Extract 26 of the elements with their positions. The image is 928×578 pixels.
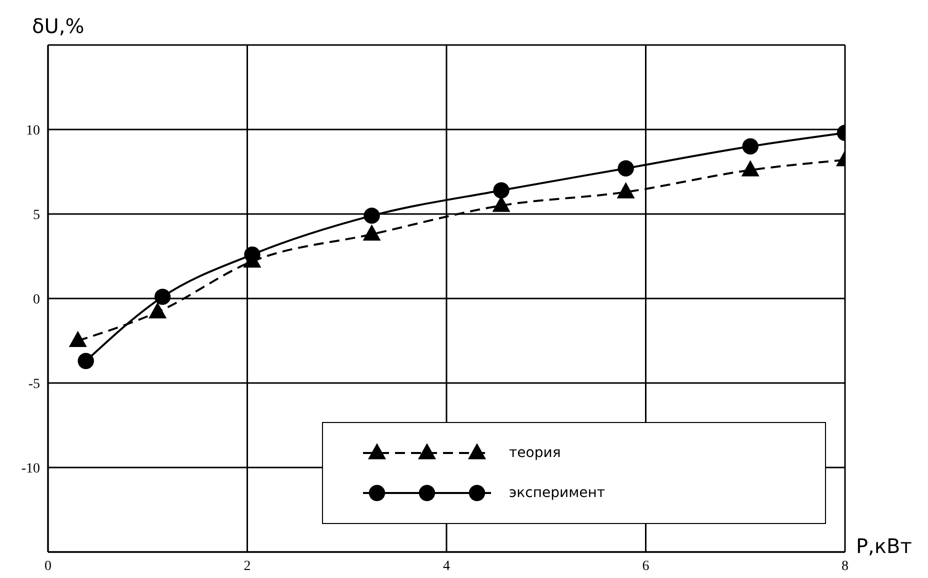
x-tick-label: 6 [642,558,650,574]
legend-label: теория [509,445,561,461]
point [244,246,260,263]
point [364,208,380,224]
y-tick-label: 5 [33,208,40,223]
point [616,182,635,198]
point [618,160,634,176]
x-tick-label: 2 [244,558,251,574]
point [493,182,510,198]
point [148,302,167,318]
x-axis-title: P,кВт [856,534,912,558]
y-axis-title: δU,% [32,14,84,38]
point [68,330,87,348]
y-tick-label: -5 [28,376,40,392]
point [742,138,758,154]
y-tick-label: -10 [21,461,40,476]
point [78,352,94,370]
y-tick-label: 10 [26,123,40,138]
point [154,288,171,305]
legend-label: эксперимент [509,485,606,501]
y-tick-label: 0 [33,292,40,308]
x-tick-label: 8 [842,558,848,574]
x-tick-label: 0 [44,558,52,574]
x-tick-label: 4 [443,558,450,574]
point [741,160,760,176]
point [362,224,381,241]
